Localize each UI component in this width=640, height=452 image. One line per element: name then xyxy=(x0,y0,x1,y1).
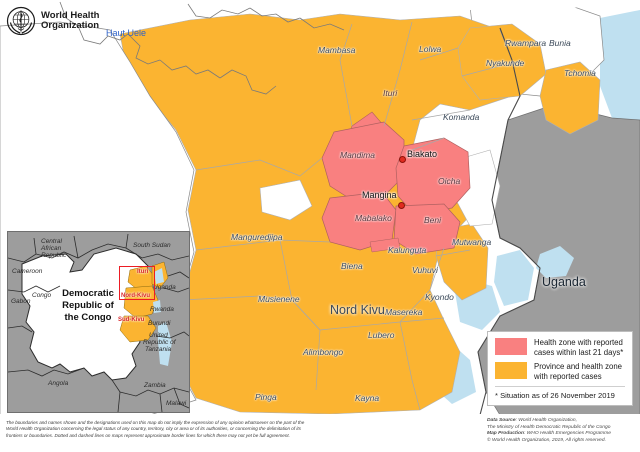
legend-item-reported-cases: Province and health zone with reported c… xyxy=(495,362,625,381)
water-lake-edward-b xyxy=(494,250,534,306)
zone-pink-mandima xyxy=(321,121,405,201)
source-line-copyright: © World Health Organization, 2019, All r… xyxy=(487,437,606,443)
legend-swatch-orange xyxy=(495,362,527,379)
legend-swatch-pink xyxy=(495,338,527,355)
map-legend: Health zone with reported cases within l… xyxy=(487,331,633,406)
haut-uele-boundaries xyxy=(59,1,345,95)
who-logo: World Health Organization xyxy=(6,6,99,36)
source-production-value: : WHO Health Emergencies Programme xyxy=(523,431,611,436)
map-source-credits: Data Source: World Health Organization, … xyxy=(487,418,635,444)
inset-focus-rectangle xyxy=(119,266,155,300)
inset-lake-edward xyxy=(153,300,161,313)
legend-label-orange: Province and health zone with reported c… xyxy=(534,362,622,381)
zone-pink-kalunguta-sliver xyxy=(369,237,401,253)
who-logo-line1: World Health xyxy=(41,9,100,21)
legend-label-orange-line1: Province and health zone xyxy=(534,362,622,371)
inset-title-line2: Republic of xyxy=(62,300,114,311)
inset-neighbour-borders xyxy=(8,233,189,412)
legend-label-pink-line2: cases within last 21 days* xyxy=(534,347,624,357)
legend-label-pink: Health zone with reported cases within l… xyxy=(534,338,623,357)
inset-label-sud-kivu: Sud-Kivu xyxy=(118,317,145,323)
legend-divider xyxy=(495,386,625,387)
source-data-key: Data Source xyxy=(487,418,516,423)
source-line-production: Map Production: WHO Health Emergencies P… xyxy=(487,431,635,438)
inset-lake-albert xyxy=(154,268,164,284)
map-disclaimer: The boundaries and names shown and the d… xyxy=(6,420,305,438)
source-line-data: Data Source: World Health Organization, xyxy=(487,418,635,425)
unshaded-north xyxy=(0,0,640,30)
inset-drc-shape xyxy=(21,247,149,381)
legend-label-pink-line1: Health zone with reported xyxy=(534,338,623,347)
zone-orange-tchomia xyxy=(539,61,601,135)
who-logo-text: World Health Organization xyxy=(41,9,100,32)
source-production-key: Map Production xyxy=(487,431,524,436)
who-emblem-icon xyxy=(6,6,36,36)
inset-lake-tanganyika xyxy=(158,322,172,366)
case-dot-mangina xyxy=(398,202,405,209)
zone-pink-oicha xyxy=(395,137,471,215)
inset-nord-kivu xyxy=(123,285,159,319)
who-logo-line2: Organization xyxy=(41,20,100,31)
legend-label-orange-line2: with reported cases xyxy=(534,371,602,381)
border-drc-uganda xyxy=(477,27,541,415)
inset-sud-kivu xyxy=(119,315,157,343)
case-dot-biakato xyxy=(399,156,406,163)
source-data-value: : World Health Organization, xyxy=(515,418,577,423)
inset-title: Democratic Republic of the Congo xyxy=(46,288,130,324)
inset-basemap xyxy=(8,232,189,412)
inset-label-nord-kivu: Nord-Kivu xyxy=(121,293,150,299)
healthzone-boundaries xyxy=(181,21,521,411)
inset-title-line1: Democratic xyxy=(62,288,114,299)
inset-locator-map: Democratic Republic of the Congo Central… xyxy=(7,231,190,413)
legend-item-recent-cases: Health zone with reported cases within l… xyxy=(495,338,625,357)
zone-pink-beni xyxy=(393,203,461,255)
legend-situation-note: * Situation as of 26 November 2019 xyxy=(495,391,615,400)
source-line-ministry: The Ministry of Health Democratic Republ… xyxy=(487,424,611,430)
inset-label-ituri: Ituri xyxy=(137,269,149,275)
water-lake-albert xyxy=(600,10,640,120)
inset-title-line3: the Congo xyxy=(64,312,112,323)
water-uganda-lake xyxy=(536,246,574,278)
unshaded-small xyxy=(259,179,313,221)
